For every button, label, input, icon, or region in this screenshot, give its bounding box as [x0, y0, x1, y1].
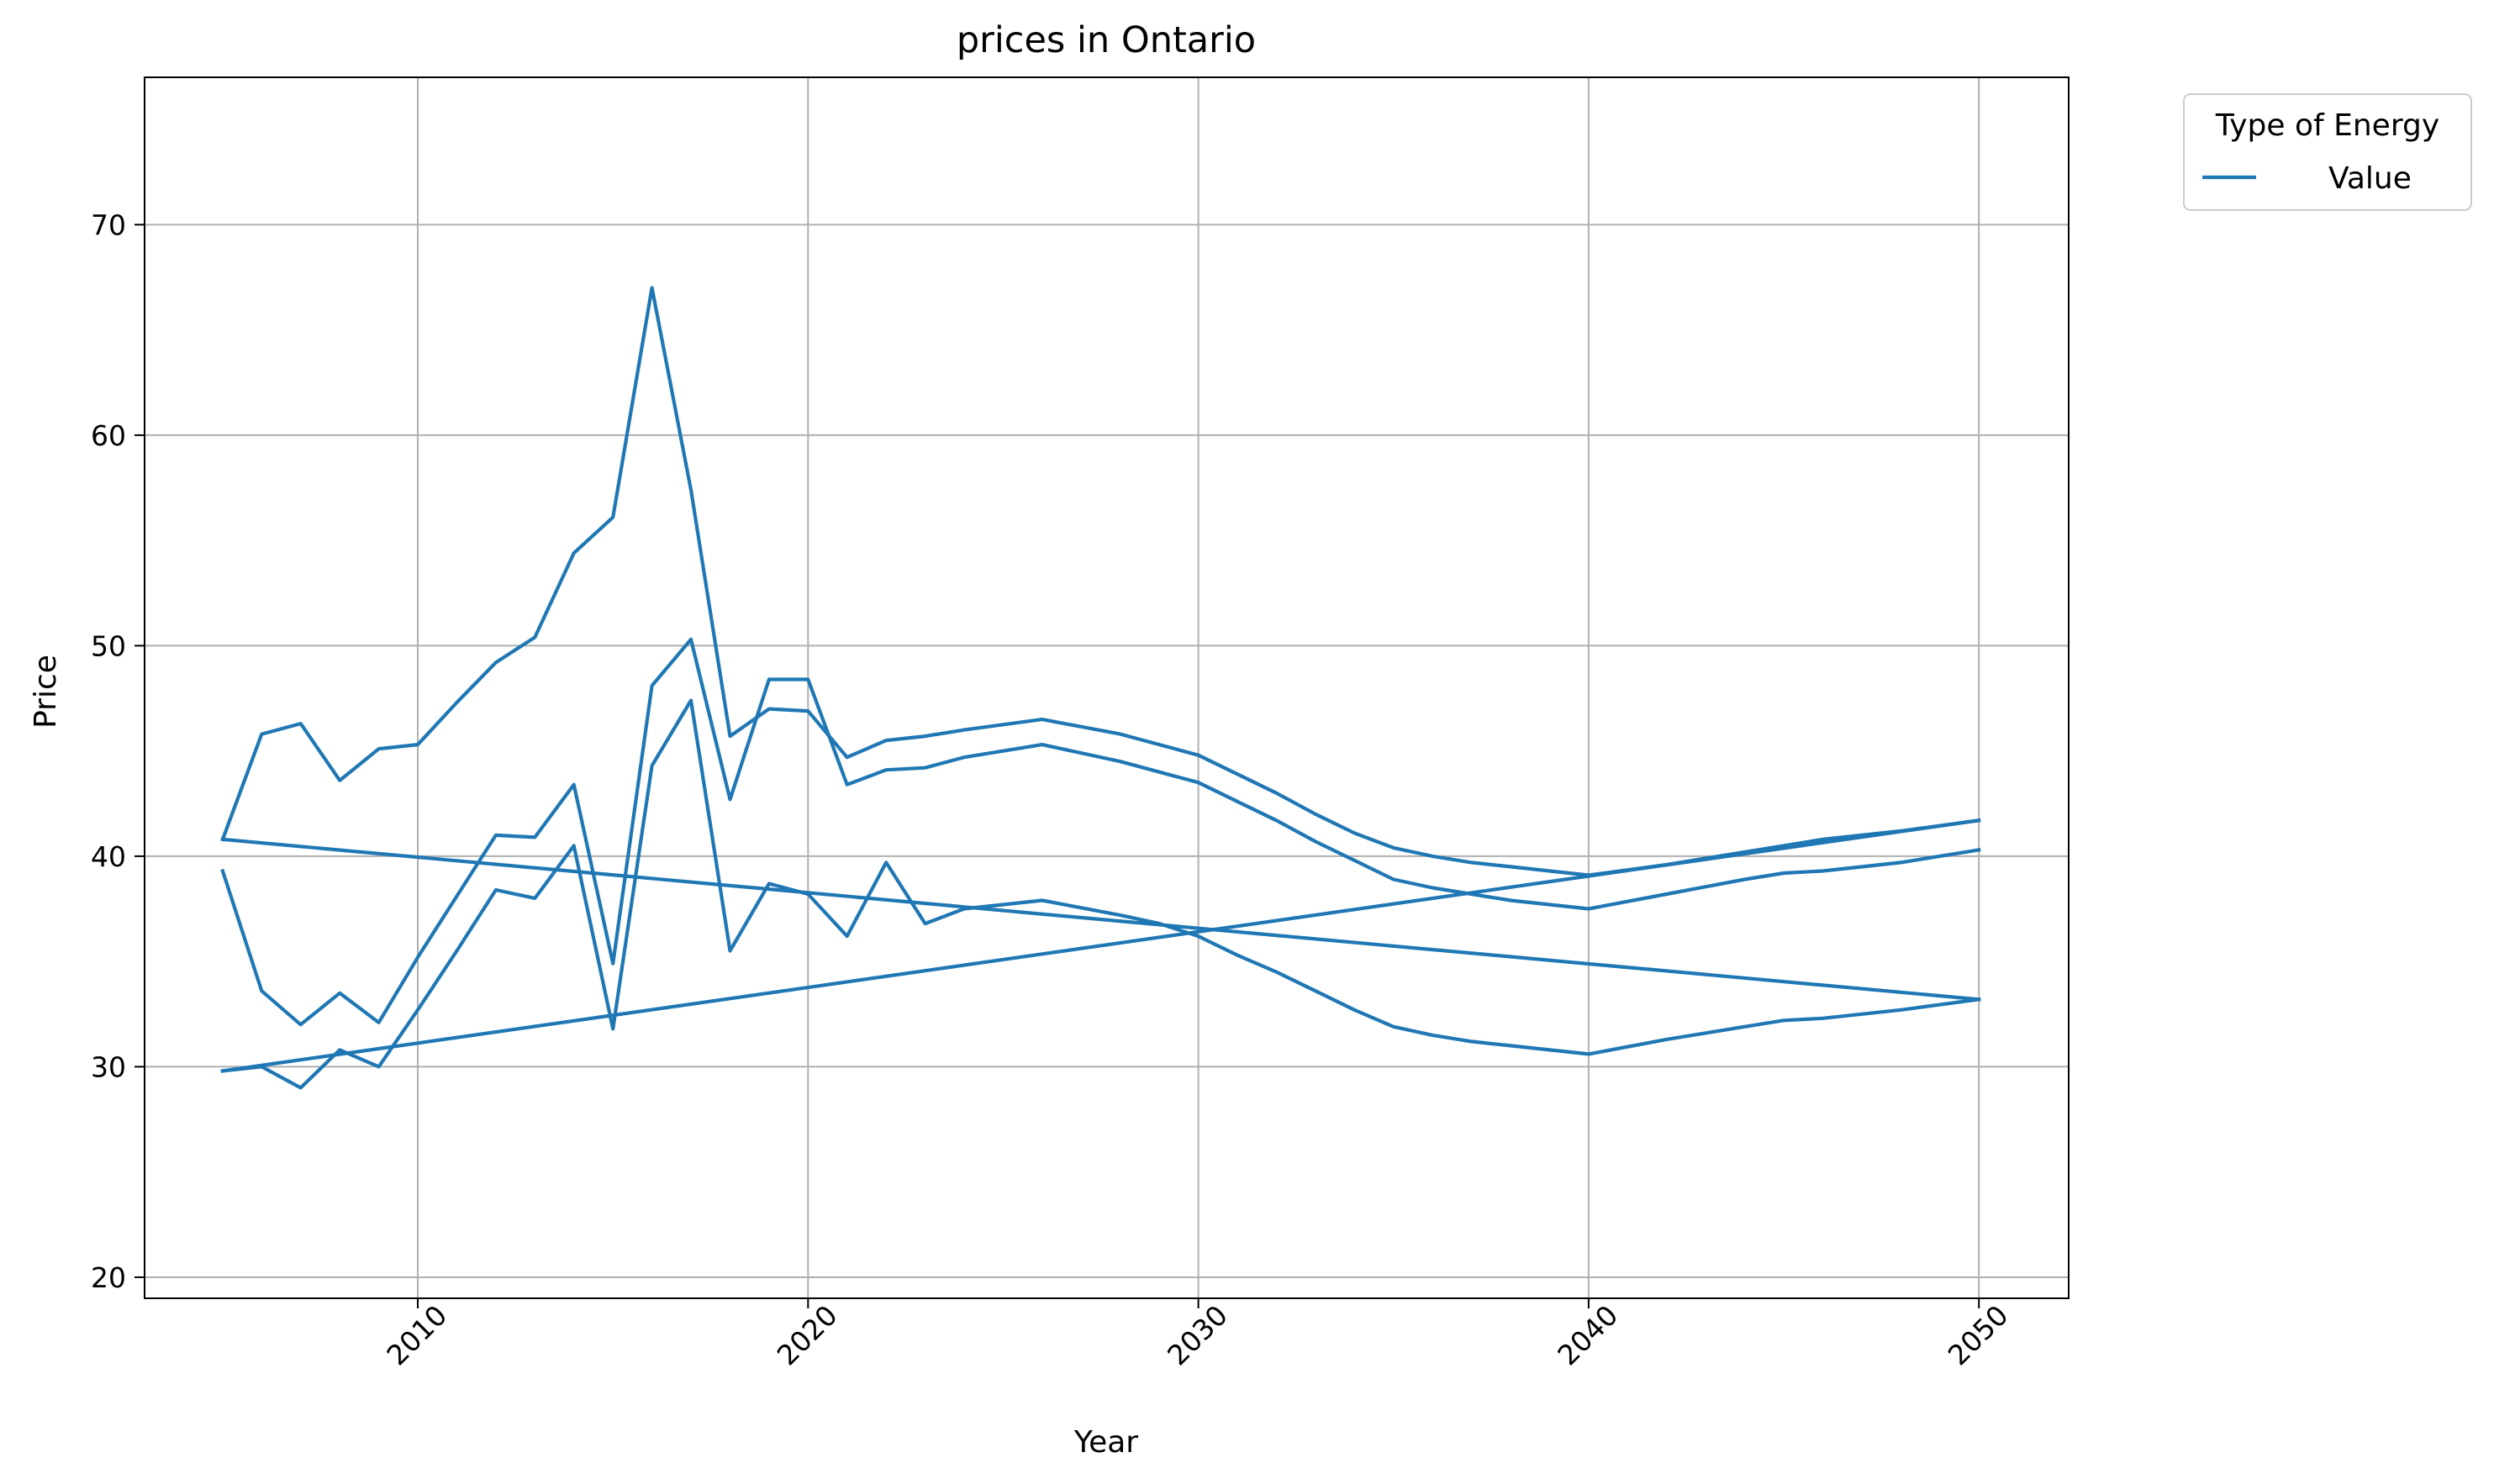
y-tick-label: 20 [91, 1261, 126, 1294]
x-axis-label: Year [1073, 1425, 1138, 1460]
plot-frame [144, 76, 2070, 1299]
y-axis-label: Price [29, 655, 63, 729]
y-tick-label: 50 [91, 629, 126, 662]
y-tick-label: 30 [91, 1050, 126, 1083]
y-tick-label: 70 [91, 208, 126, 241]
series-line-2 [220, 698, 1981, 1090]
grid [145, 77, 2069, 1298]
legend: Type of Energy Value [2183, 93, 2472, 211]
series-line-1 [220, 286, 1981, 877]
y-tick-label: 60 [91, 419, 126, 452]
plot-lines [220, 286, 1981, 1090]
legend-title: Type of Energy [2215, 108, 2439, 143]
series-line-3 [220, 637, 1981, 1027]
y-axis-ticks: 20 30 40 50 60 70 [91, 208, 145, 1294]
legend-box [2183, 93, 2472, 211]
series-line-4 [220, 837, 1981, 1002]
legend-entry-value: Value [2328, 161, 2412, 196]
y-tick-label: 40 [91, 840, 126, 873]
series-line-5 [220, 818, 1981, 1073]
chart-title: prices in Ontario [957, 19, 1256, 61]
